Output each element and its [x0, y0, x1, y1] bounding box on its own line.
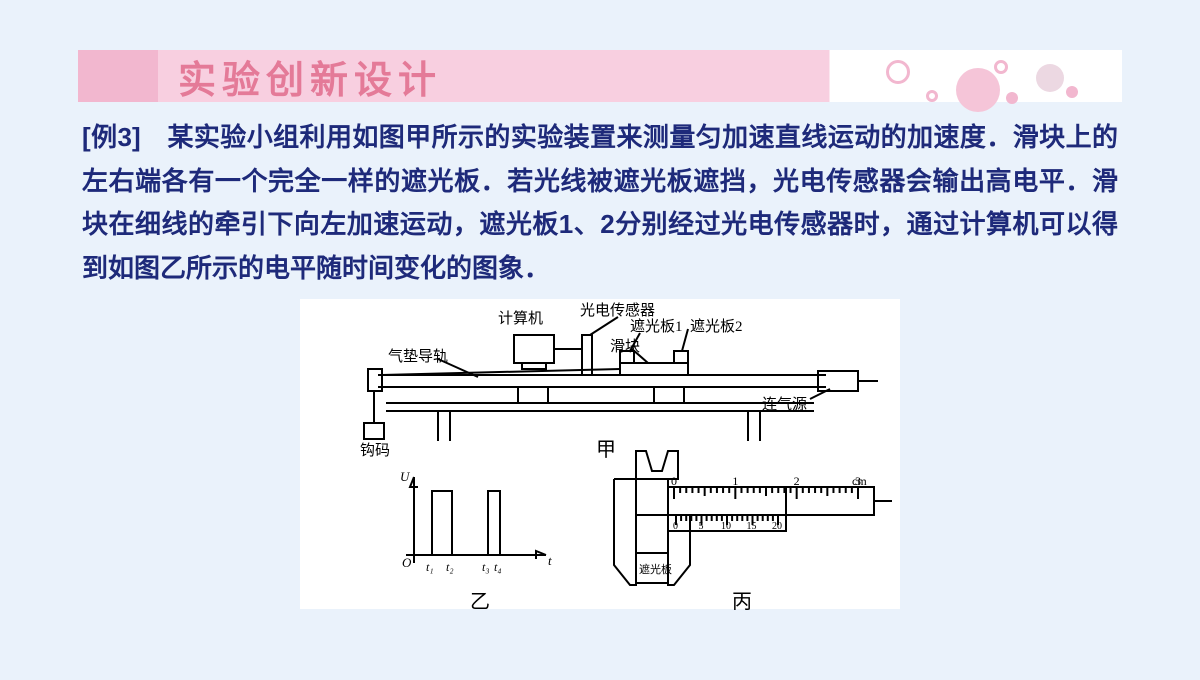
svg-text:20: 20 [772, 521, 782, 532]
svg-text:0: 0 [673, 521, 678, 532]
header-accent-block [78, 50, 158, 102]
label-weight: 钩码 [360, 439, 390, 460]
problem-body: 某实验小组利用如图甲所示的实验装置来测量匀加速直线运动的加速度．滑块上的左右端各… [82, 122, 1118, 283]
svg-text:3: 3 [855, 474, 861, 488]
svg-text:5: 5 [699, 521, 704, 532]
graph-y-label: U [400, 469, 411, 484]
label-air-track: 气垫导轨 [388, 345, 448, 366]
label-computer: 计算机 [498, 307, 543, 328]
svg-text:t₃: t₃ [482, 560, 490, 574]
slide: 实验创新设计 [例3] 某实验小组利用如图甲所示的实验装置来测量匀加速直线运动的… [0, 0, 1200, 680]
svg-text:0: 0 [671, 474, 677, 488]
caption-b: 乙 [470, 585, 490, 614]
svg-text:1: 1 [732, 474, 738, 488]
problem-text: [例3] 某实验小组利用如图甲所示的实验装置来测量匀加速直线运动的加速度．滑块上… [82, 116, 1118, 291]
header-banner: 实验创新设计 [78, 50, 1122, 102]
section-title: 实验创新设计 [178, 50, 442, 102]
vernier-caliper: cm 0123 05101520 遮光板 [606, 445, 896, 595]
svg-text:遮光板: 遮光板 [639, 562, 672, 576]
graph-origin: O [402, 555, 412, 570]
label-plate1: 遮光板1 [630, 315, 683, 336]
header-dots-decoration [876, 50, 1096, 102]
diagram-area: 气垫导轨 计算机 光电传感器 滑块 遮光板1 遮光板2 连气源 钩码 甲 U t… [300, 299, 900, 609]
svg-text:2: 2 [794, 474, 800, 488]
svg-text:t₄: t₄ [494, 560, 502, 574]
svg-text:10: 10 [721, 521, 731, 532]
label-plate2: 遮光板2 [690, 315, 743, 336]
svg-text:t₂: t₂ [446, 560, 454, 574]
caption-c: 丙 [732, 585, 752, 614]
voltage-time-graph: U t O t₁ t₂ t₃ t₄ [396, 467, 566, 597]
graph-x-label: t [548, 553, 552, 568]
svg-text:15: 15 [747, 521, 757, 532]
label-air-source: 连气源 [762, 393, 807, 414]
example-label: [例3] [82, 122, 141, 152]
svg-text:t₁: t₁ [426, 560, 434, 574]
label-slider: 滑块 [610, 335, 640, 356]
